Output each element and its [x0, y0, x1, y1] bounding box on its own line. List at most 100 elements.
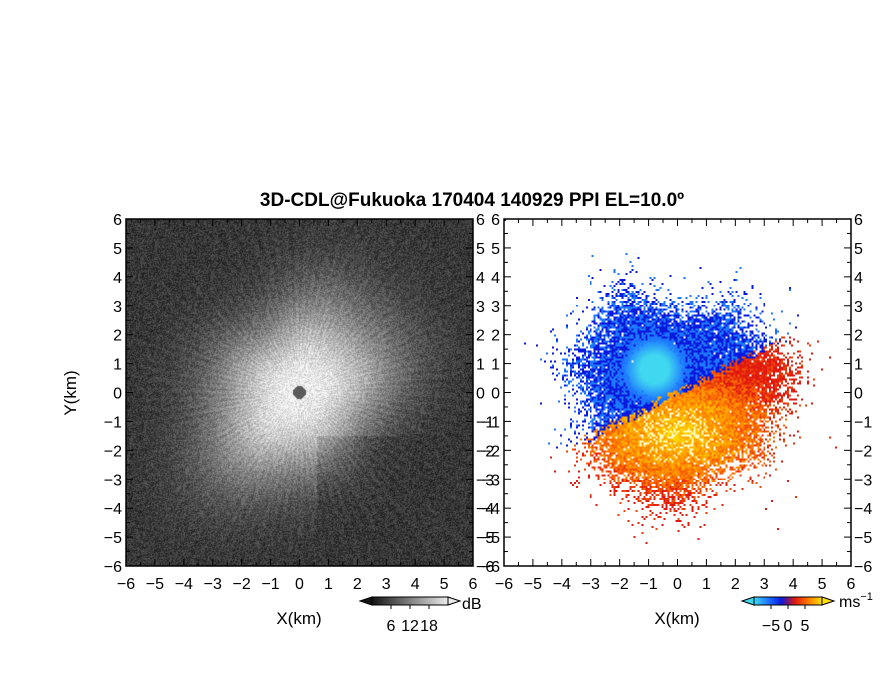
y-tick-label-right: 4	[854, 270, 863, 287]
y-tick-label: −4	[104, 501, 122, 518]
right-panel: −6 −5 −4 −3 −2 −1 0 1 2 3 4 5 66 65 54 43 32 21 10 0−1 −1−2−…	[482, 212, 873, 628]
colorbar-tick-label: 18	[420, 618, 438, 635]
y-tick-label: −2	[482, 443, 500, 460]
left-x-axis-title: X(km)	[276, 609, 321, 628]
y-tick-label: 2	[491, 328, 500, 345]
x-tick-label: 3	[382, 576, 391, 593]
x-tick-label: −2	[611, 576, 629, 593]
x-tick-label: 1	[702, 576, 711, 593]
y-tick-label: −1	[104, 414, 122, 431]
colorbar-tick-label: 6	[387, 618, 396, 635]
x-tick-label: 4	[789, 576, 798, 593]
y-tick-label-right: −3	[476, 472, 494, 489]
right-ticks: −6 −5 −4 −3 −2 −1 0 1 2 3 4 5 66 65 54 43 32 21 10 0−1 −1−2−…	[482, 212, 873, 593]
colorbar-extend-high	[821, 596, 836, 606]
y-tick-label: 1	[113, 357, 122, 374]
right-x-axis-title: X(km)	[654, 609, 699, 628]
y-tick-label-right: −4	[476, 501, 494, 518]
colorbar-tick-label: −5	[762, 618, 780, 635]
y-tick-label-right: 2	[854, 328, 863, 345]
x-tick-label: 2	[353, 576, 362, 593]
y-tick-label: −1	[482, 414, 500, 431]
y-tick-label-right: 1	[476, 357, 485, 374]
y-tick-label-right: −3	[854, 472, 872, 489]
y-tick-label: 2	[113, 328, 122, 345]
figure-title: 3D-CDL@Fukuoka 170404 140929 PPI EL=10.0…	[260, 190, 684, 211]
y-tick-label-right: −6	[854, 559, 872, 576]
x-tick-label: −3	[582, 576, 600, 593]
y-tick-label: −2	[104, 443, 122, 460]
y-tick-label: −6	[482, 559, 500, 576]
right-heatmap	[504, 219, 851, 566]
x-tick-label: 4	[411, 576, 420, 593]
y-tick-label: 0	[113, 386, 122, 403]
x-tick-label: −1	[639, 576, 657, 593]
y-tick-label: 3	[491, 299, 500, 316]
y-tick-label-right: 3	[476, 299, 485, 316]
y-tick-label: −3	[104, 472, 122, 489]
colorbar-tick-label: 0	[784, 618, 793, 635]
x-tick-label: −2	[233, 576, 251, 593]
x-tick-label: 0	[295, 576, 304, 593]
colorbar-extend-high	[447, 596, 462, 606]
x-tick-label: −4	[553, 576, 571, 593]
colorbar-tick-label: 12	[401, 618, 419, 635]
x-tick-label: −6	[495, 576, 513, 593]
y-tick-label-right: −2	[854, 443, 872, 460]
x-tick-label: −5	[524, 576, 542, 593]
y-tick-label-right: 4	[476, 270, 485, 287]
y-tick-label: −5	[482, 530, 500, 547]
right-colorbar-ticks: −5 0 5	[762, 605, 810, 635]
right-colorbar-unit-exponent: −1	[860, 591, 873, 603]
colorbar-gradient	[753, 596, 823, 606]
left-heatmap	[126, 219, 473, 566]
y-tick-label: 3	[113, 299, 122, 316]
y-tick-label: −4	[482, 501, 500, 518]
y-tick-label: −6	[104, 559, 122, 576]
y-tick-label-right: 0	[476, 386, 485, 403]
right-colorbar-unit-base: ms	[839, 594, 860, 611]
y-tick-label-right: −5	[476, 530, 494, 547]
y-tick-label-right: −6	[476, 559, 494, 576]
x-tick-label: −5	[146, 576, 164, 593]
x-tick-label: 2	[731, 576, 740, 593]
colorbar-extend-low	[358, 596, 373, 606]
y-tick-label: 5	[113, 241, 122, 258]
x-tick-label: −1	[261, 576, 279, 593]
x-tick-label: 0	[673, 576, 682, 593]
left-colorbar-ticks: 6 12 18	[387, 605, 438, 635]
x-tick-label: 6	[847, 576, 856, 593]
x-tick-label: 3	[760, 576, 769, 593]
y-tick-label-right: −5	[854, 530, 872, 547]
colorbar-extend-low	[740, 596, 755, 606]
y-tick-label: 1	[491, 357, 500, 374]
right-colorbar: −5 0 5 ms−1	[740, 591, 873, 635]
y-tick-label-right: −4	[854, 501, 872, 518]
y-tick-label: 4	[491, 270, 500, 287]
y-tick-label: 0	[491, 386, 500, 403]
left-colorbar-unit: dB	[462, 596, 482, 613]
x-tick-label: 5	[818, 576, 827, 593]
y-tick-label: 6	[113, 212, 122, 229]
y-tick-label-right: 5	[854, 241, 863, 258]
left-colorbar-body	[358, 596, 462, 606]
x-tick-label: 5	[440, 576, 449, 593]
right-colorbar-body	[740, 596, 836, 606]
y-tick-label: 4	[113, 270, 122, 287]
y-tick-label-right: 0	[854, 386, 863, 403]
left-ticks: −6 −5 −4 −3 −2 −1 0 1 2 3 4 5 66 65 54 43 32 21 10 0−1 −1−2−…	[104, 212, 495, 593]
y-tick-label-right: 3	[854, 299, 863, 316]
colorbar-gradient	[371, 596, 449, 606]
y-tick-label-right: −1	[854, 414, 872, 431]
x-tick-label: 6	[469, 576, 478, 593]
x-tick-label: 1	[324, 576, 333, 593]
y-tick-label-right: 6	[476, 212, 485, 229]
left-colorbar: 6 12 18 dB	[358, 596, 482, 635]
x-tick-label: −6	[117, 576, 135, 593]
y-tick-label: 5	[491, 241, 500, 258]
y-tick-label-right: 1	[854, 357, 863, 374]
y-axis-title: Y(km)	[61, 370, 80, 415]
y-tick-label-right: −1	[476, 414, 494, 431]
x-tick-label: −4	[175, 576, 193, 593]
